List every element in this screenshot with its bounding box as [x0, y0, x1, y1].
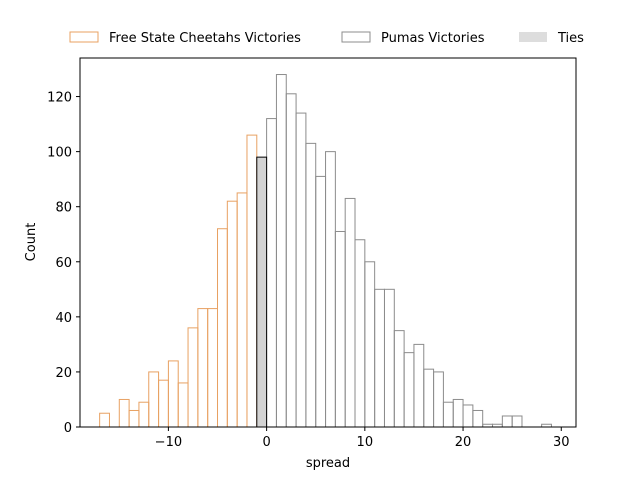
legend-label: Free State Cheetahs Victories	[109, 31, 301, 46]
y-tick-label: 120	[47, 91, 72, 106]
x-tick-label: 30	[553, 435, 570, 450]
y-tick-label: 0	[64, 421, 72, 436]
x-tick-label: 0	[262, 435, 270, 450]
x-tick-label: 20	[455, 435, 472, 450]
legend-swatch	[519, 32, 547, 42]
legend-swatch	[341, 31, 371, 43]
x-tick-label: 10	[357, 435, 374, 450]
bars-layer	[99, 74, 552, 428]
y-tick-label: 80	[55, 201, 72, 216]
y-tick-label: 100	[47, 146, 72, 161]
x-axis: −10 0 10 20 30	[155, 427, 570, 450]
legend-label: Pumas Victories	[381, 31, 485, 46]
legend-label: Ties	[557, 31, 584, 46]
y-tick-label: 20	[55, 366, 72, 381]
y-axis: 0 20 40 60 80 100 120	[47, 91, 80, 436]
plot-area-frame	[79, 57, 577, 428]
histogram-bar	[256, 156, 268, 428]
legend: Free State Cheetahs Victories Pumas Victo…	[69, 31, 584, 46]
y-tick-label: 60	[55, 256, 72, 271]
x-axis-title: spread	[306, 456, 350, 471]
x-tick-label: −10	[155, 435, 182, 450]
legend-swatch	[69, 31, 99, 43]
y-tick-label: 40	[55, 311, 72, 326]
y-axis-title: Count	[24, 223, 39, 262]
